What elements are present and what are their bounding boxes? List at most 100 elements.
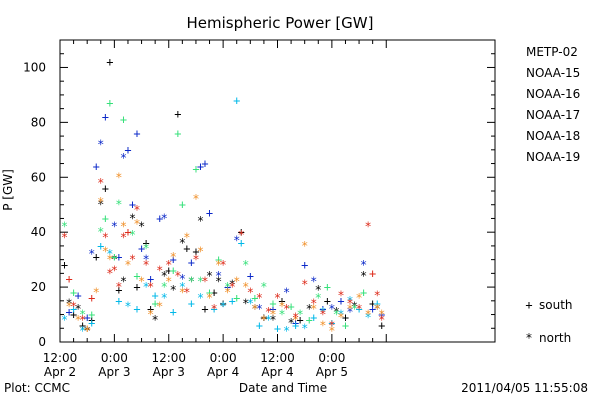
data-point-noaa-15: *: [233, 233, 240, 247]
data-point-metp-02: +: [297, 313, 304, 327]
data-point-noaa-16: *: [179, 280, 186, 294]
data-point-metp-02: +: [369, 297, 376, 311]
data-point-noaa-18: *: [120, 220, 127, 234]
data-point-noaa-16: *: [283, 324, 290, 338]
data-point-noaa-18: *: [206, 291, 213, 305]
plot-timestamp: 2011/04/05 11:55:08: [461, 381, 588, 395]
legend-item-noaa-15: NOAA-15: [526, 66, 580, 80]
data-point-noaa-19: *: [283, 302, 290, 316]
data-point-metp-02: +: [238, 225, 245, 239]
data-point-noaa-16: +: [88, 316, 95, 330]
data-point-noaa-16: +: [328, 316, 335, 330]
data-point-noaa-18: *: [170, 250, 177, 264]
data-point-noaa-17: *: [161, 280, 168, 294]
data-point-noaa-19: *: [346, 297, 353, 311]
data-point-noaa-17: *: [297, 308, 304, 322]
data-point-noaa-15: +: [84, 310, 91, 324]
data-point-noaa-15: +: [65, 305, 72, 319]
data-point-noaa-19: *: [183, 286, 190, 300]
data-point-metp-02: +: [115, 283, 122, 297]
data-point-noaa-15: +: [115, 250, 122, 264]
data-point-noaa-16: +: [355, 302, 362, 316]
data-point-noaa-18: *: [355, 291, 362, 305]
data-point-noaa-17: +: [342, 319, 349, 333]
data-point-noaa-18: *: [215, 258, 222, 272]
data-point-metp-02: +: [378, 319, 385, 333]
legend-item-noaa-16: NOAA-16: [526, 87, 580, 101]
data-point-metp-02: +: [201, 302, 208, 316]
data-point-noaa-19: *: [256, 291, 263, 305]
data-point-noaa-18: *: [310, 302, 317, 316]
data-point-noaa-15: +: [93, 159, 100, 173]
data-point-metp-02: +: [174, 107, 181, 121]
data-point-noaa-16: *: [346, 294, 353, 308]
data-point-noaa-17: *: [315, 291, 322, 305]
data-point-metp-02: +: [278, 294, 285, 308]
data-point-metp-02: *: [287, 316, 294, 330]
data-point-noaa-18: *: [165, 275, 172, 289]
data-point-noaa-15: +: [319, 302, 326, 316]
data-point-noaa-18: *: [124, 258, 131, 272]
data-point-noaa-15: +: [133, 126, 140, 140]
data-point-noaa-19: *: [129, 253, 136, 267]
data-point-noaa-19: *: [165, 258, 172, 272]
data-point-metp-02: +: [183, 242, 190, 256]
x-tick-label: 12:00: [151, 351, 186, 365]
y-tick-label: 20: [31, 280, 46, 294]
data-point-metp-02: +: [147, 302, 154, 316]
data-point-noaa-17: +: [287, 299, 294, 313]
data-point-noaa-19: *: [133, 203, 140, 217]
x-tick-label: 0:00: [101, 351, 128, 365]
data-point-noaa-18: +: [84, 321, 91, 335]
data-point-noaa-18: *: [224, 286, 231, 300]
data-point-metp-02: *: [111, 253, 118, 267]
data-point-noaa-16: *: [61, 313, 68, 327]
data-point-noaa-19: *: [292, 310, 299, 324]
data-points: +*+*+*++*++*+**+*++**+*+*+*+*+*+*+*+* *+ *…: [61, 55, 385, 338]
data-point-noaa-17: +: [233, 291, 240, 305]
data-point-noaa-18: *: [197, 244, 204, 258]
data-point-noaa-18: *: [97, 195, 104, 209]
data-point-metp-02: *: [179, 236, 186, 250]
data-point-metp-02: +: [102, 181, 109, 195]
data-point-noaa-19: +: [65, 272, 72, 286]
data-point-metp-02: +: [106, 55, 113, 69]
data-point-noaa-15: +: [197, 159, 204, 173]
data-point-noaa-15: +: [201, 157, 208, 171]
data-point-noaa-15: +: [369, 302, 376, 316]
marker-key-symbol: *: [525, 331, 532, 345]
data-point-noaa-16: *: [247, 297, 254, 311]
data-point-noaa-17: *: [278, 308, 285, 322]
data-point-noaa-18: *: [192, 192, 199, 206]
data-point-metp-02: *: [152, 313, 159, 327]
data-point-metp-02: +: [165, 264, 172, 278]
data-point-noaa-18: *: [374, 302, 381, 316]
data-point-noaa-15: +: [129, 198, 136, 212]
data-point-metp-02: +: [79, 319, 86, 333]
data-point-noaa-17: +: [179, 198, 186, 212]
data-point-noaa-16: +: [133, 302, 140, 316]
data-point-noaa-16: *: [265, 313, 272, 327]
data-point-metp-02: *: [269, 313, 276, 327]
data-point-noaa-18: *: [102, 244, 109, 258]
data-point-noaa-15: +: [75, 288, 82, 302]
chart-title: Hemispheric Power [GW]: [187, 14, 374, 32]
legend-item-noaa-19: NOAA-19: [526, 150, 580, 164]
data-point-noaa-15: *: [215, 269, 222, 283]
legend: METP-02 NOAA-15 NOAA-16 NOAA-17 NOAA-18 NOAA-…: [526, 45, 580, 164]
data-point-noaa-18: *: [233, 275, 240, 289]
data-point-noaa-17: *: [115, 198, 122, 212]
data-point-noaa-17: *: [333, 308, 340, 322]
data-point-metp-02: +: [142, 236, 149, 250]
data-point-noaa-19: *: [61, 231, 68, 245]
data-point-noaa-19: *: [220, 258, 227, 272]
marker-key: + south * north: [525, 298, 572, 345]
data-point-noaa-16: +: [310, 310, 317, 324]
data-point-noaa-15: +: [247, 269, 254, 283]
x-tick-date-label: Apr 5: [316, 365, 348, 379]
data-point-noaa-17: *: [224, 280, 231, 294]
data-point-noaa-15: +: [188, 255, 195, 269]
legend-item-metp-02: METP-02: [526, 45, 578, 59]
data-point-noaa-15: *: [120, 151, 127, 165]
